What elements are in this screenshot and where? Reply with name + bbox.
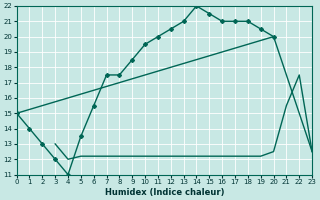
X-axis label: Humidex (Indice chaleur): Humidex (Indice chaleur) [105,188,224,197]
